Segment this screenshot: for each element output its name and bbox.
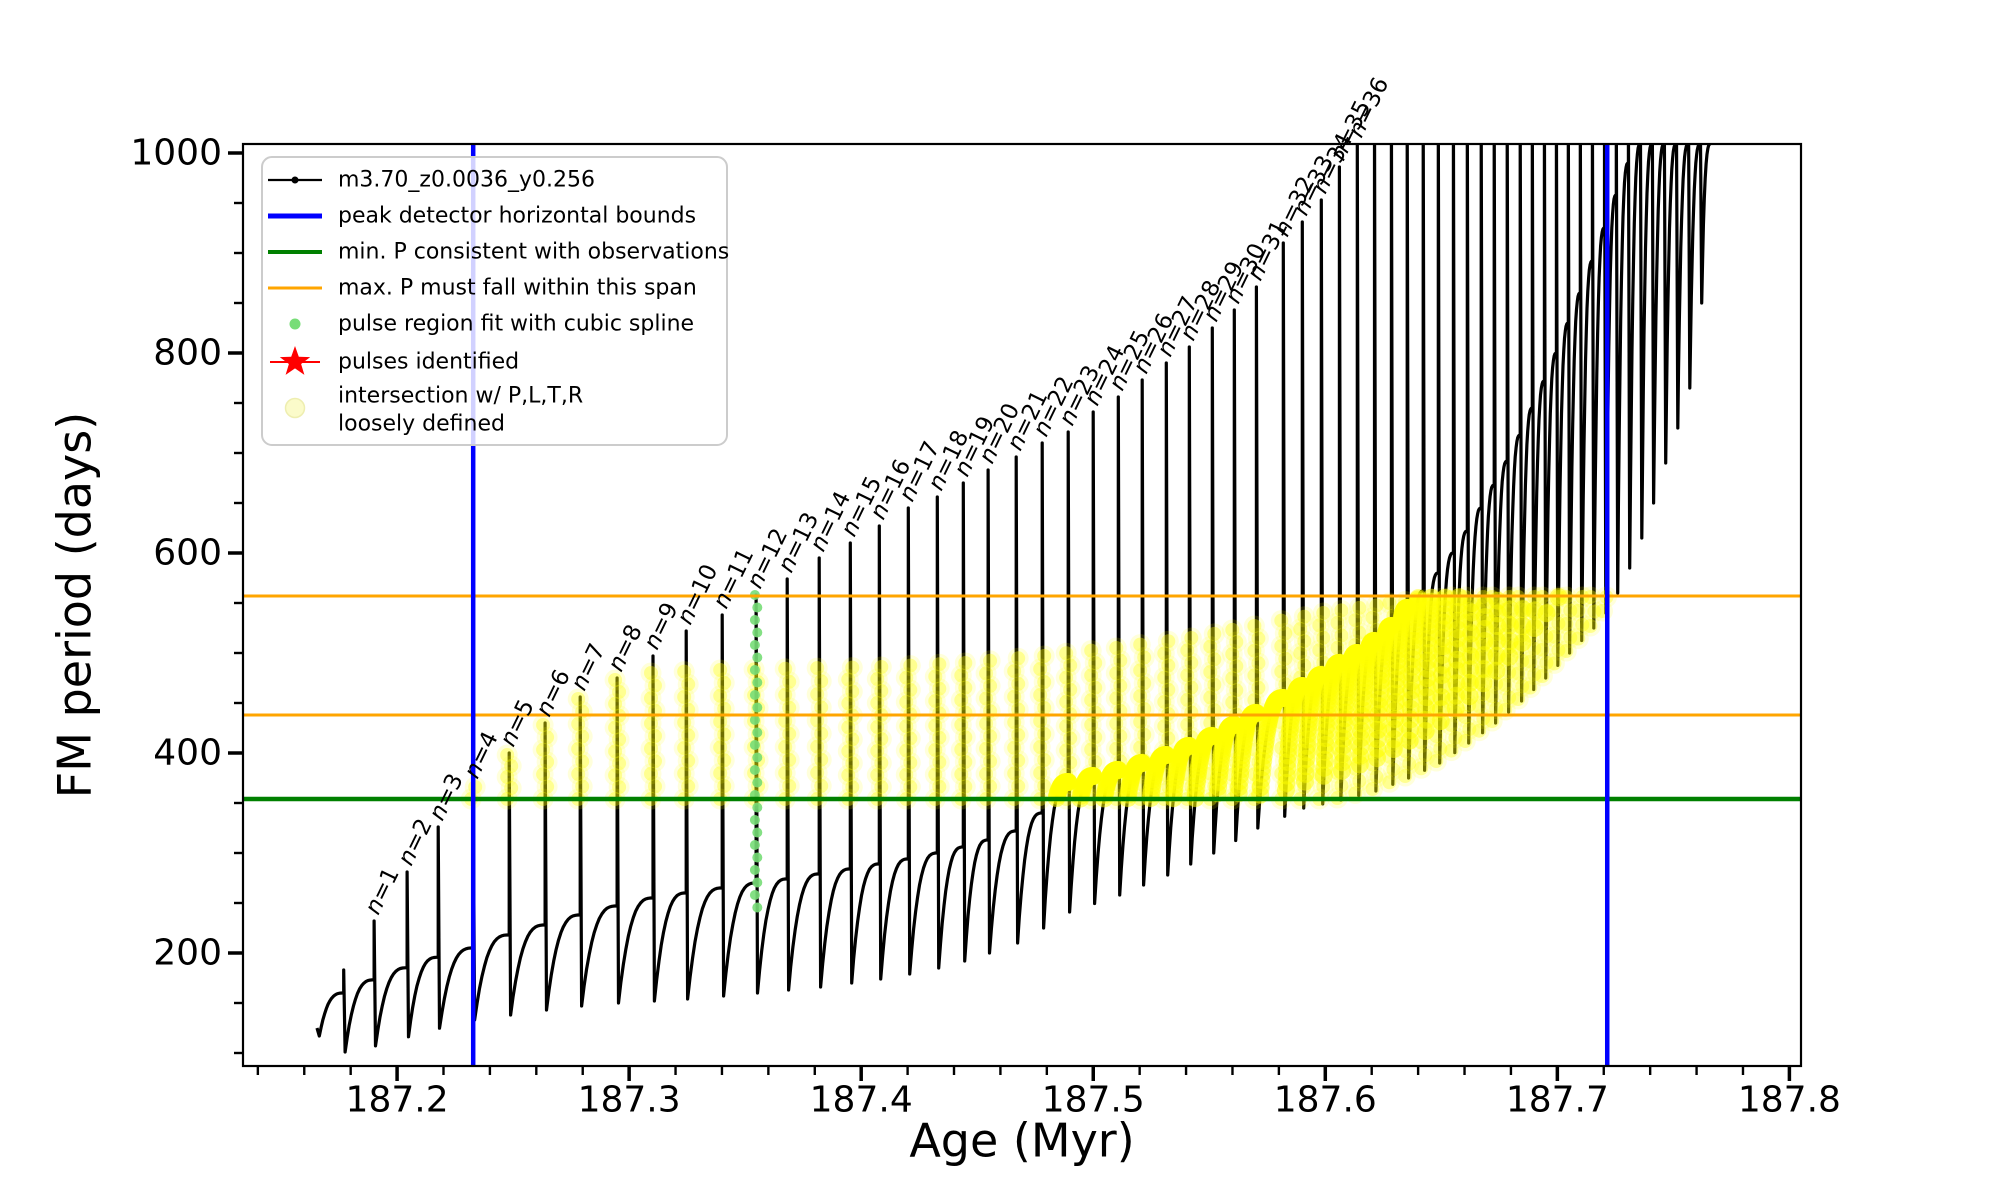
y-axis-label: FM period (days) (48, 412, 102, 798)
x-tick-label: 187.4 (810, 1080, 913, 1121)
y-tick-label: 800 (153, 333, 222, 374)
x-tick-label: 187.7 (1506, 1080, 1609, 1121)
legend-label-pulses: pulses identified (338, 350, 519, 375)
x-tick-label: 187.5 (1042, 1080, 1145, 1121)
legend-item-peak-bounds: peak detector horizontal bounds (268, 204, 696, 229)
legend-item-pulses: pulses identified (270, 346, 519, 375)
spline-fit-markers (749, 590, 763, 913)
legend-label-intersection-line1: intersection w/ P,L,T,R (338, 384, 583, 409)
y-tick-label: 600 (153, 533, 222, 574)
x-axis-label: Age (Myr) (909, 1113, 1134, 1167)
legend-item-series: m3.70_z0.0036_y0.256 (268, 168, 595, 193)
legend-box (261, 156, 728, 446)
x-tick-label: 187.2 (346, 1080, 449, 1121)
legend-item-min-p: min. P consistent with observations (268, 240, 729, 265)
y-tick-label: 400 (153, 733, 222, 774)
axis-ticks (228, 151, 1792, 1081)
legend-label-intersection-line2: loosely defined (338, 412, 505, 437)
legend-label-series: m3.70_z0.0036_y0.256 (338, 168, 595, 193)
spline-dot-swatch (289, 318, 301, 330)
legend-label-spline: pulse region fit with cubic spline (338, 312, 694, 337)
legend: m3.70_z0.0036_y0.256 peak detector horiz… (261, 156, 729, 446)
axis-tick-labels: 187.2 187.3 187.4 187.5 187.6 187.7 187.8 200 40… (130, 133, 1841, 1121)
x-tick-label: 187.6 (1274, 1080, 1377, 1121)
legend-label-min-p: min. P consistent with observations (338, 240, 729, 265)
legend-item-spline: pulse region fit with cubic spline (289, 312, 694, 337)
legend-label-max-p: max. P must fall within this span (338, 276, 697, 301)
legend-item-max-p: max. P must fall within this span (268, 276, 697, 301)
star-icon (279, 346, 311, 375)
y-tick-label: 1000 (130, 133, 222, 174)
y-tick-label: 200 (153, 933, 222, 974)
x-tick-label: 187.8 (1738, 1080, 1841, 1121)
x-tick-label: 187.3 (578, 1080, 681, 1121)
yellow-dot-swatch (284, 397, 306, 419)
legend-item-intersection: intersection w/ P,L,T,R loosely defined (284, 384, 583, 437)
series-marker-swatch (291, 176, 299, 184)
plot-frame (241, 142, 1803, 1068)
legend-label-peak-bounds: peak detector horizontal bounds (338, 204, 696, 229)
